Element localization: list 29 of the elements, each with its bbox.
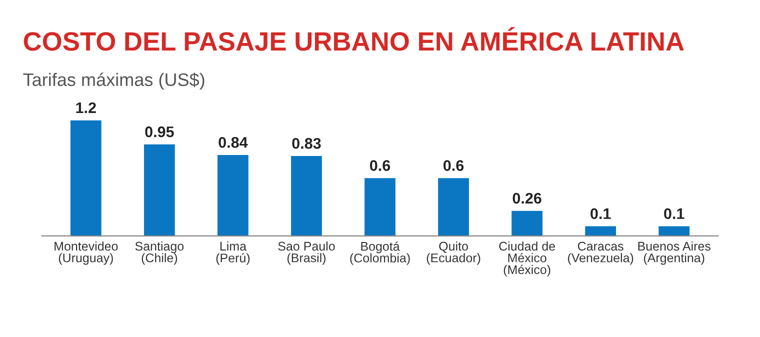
chart-subtitle: Tarifas máximas (US$)	[23, 72, 204, 90]
data-label: 0.83	[292, 138, 321, 149]
x-tick-label: Montevideo (Uruguay)	[54, 241, 118, 265]
bar	[70, 120, 102, 236]
bar	[218, 155, 248, 236]
x-tick-label: Lima (Perú)	[216, 241, 250, 265]
data-label: 1.2	[76, 102, 96, 114]
bar	[291, 156, 322, 236]
x-tick-label: Bogotá (Colombia)	[350, 241, 410, 265]
x-tick-label: Ciudad de México (México)	[499, 241, 555, 277]
data-label: 0.84	[218, 137, 248, 148]
x-tick-label: Caracas (Venezuela)	[568, 242, 634, 265]
data-label: 0.1	[590, 208, 611, 220]
bar	[658, 226, 690, 236]
bar	[438, 178, 469, 236]
data-label: 0.1	[664, 208, 684, 220]
x-tick-label: Buenos Aires (Argentina)	[638, 241, 710, 265]
x-tick-label: Quito (Ecuador)	[426, 241, 480, 265]
bar	[364, 178, 396, 236]
chart-title: COSTO DEL PASAJE URBANO EN AMÉRICA LATINA	[24, 27, 684, 51]
x-tick-label: Santiago (Chile)	[135, 241, 184, 265]
data-label: 0.6	[444, 160, 464, 171]
data-label: 0.95	[145, 126, 174, 138]
bar	[144, 144, 175, 236]
x-tick-label: Sao Paulo (Brasil)	[278, 241, 335, 265]
data-label: 0.6	[370, 160, 390, 171]
data-label: 0.26	[512, 192, 542, 204]
bar	[585, 226, 616, 236]
bar	[512, 210, 542, 236]
